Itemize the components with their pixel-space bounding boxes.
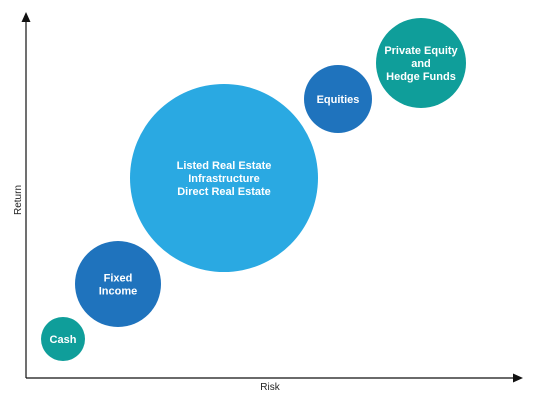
bubble-label-real-estate: Listed Real Estate	[177, 160, 272, 172]
bubble-circle-cash	[41, 317, 85, 361]
x-axis-arrowhead	[513, 373, 523, 383]
bubble-label-fixed-income: Income	[99, 285, 138, 297]
y-axis-arrowhead	[21, 12, 31, 22]
bubble-label-cash: Cash	[50, 334, 77, 346]
bubble-circle-real-estate	[130, 84, 318, 272]
bubble-label-real-estate: Infrastructure	[188, 173, 260, 185]
bubble-equities: Equities	[304, 65, 372, 133]
bubble-label-fixed-income: Fixed	[104, 272, 133, 284]
bubble-label-private-equity: and	[411, 58, 431, 70]
bubble-circle-fixed-income	[75, 241, 161, 327]
bubble-circle-equities	[304, 65, 372, 133]
y-axis-label: Return	[13, 185, 24, 215]
bubble-label-private-equity: Private Equity	[384, 45, 458, 57]
bubble-label-equities: Equities	[317, 94, 360, 106]
bubble-cash: Cash	[41, 317, 85, 361]
bubble-label-private-equity: Hedge Funds	[386, 71, 456, 83]
bubble-label-real-estate: Direct Real Estate	[177, 186, 271, 198]
bubble-circle-private-equity	[376, 18, 466, 108]
x-axis-label: Risk	[260, 382, 280, 393]
